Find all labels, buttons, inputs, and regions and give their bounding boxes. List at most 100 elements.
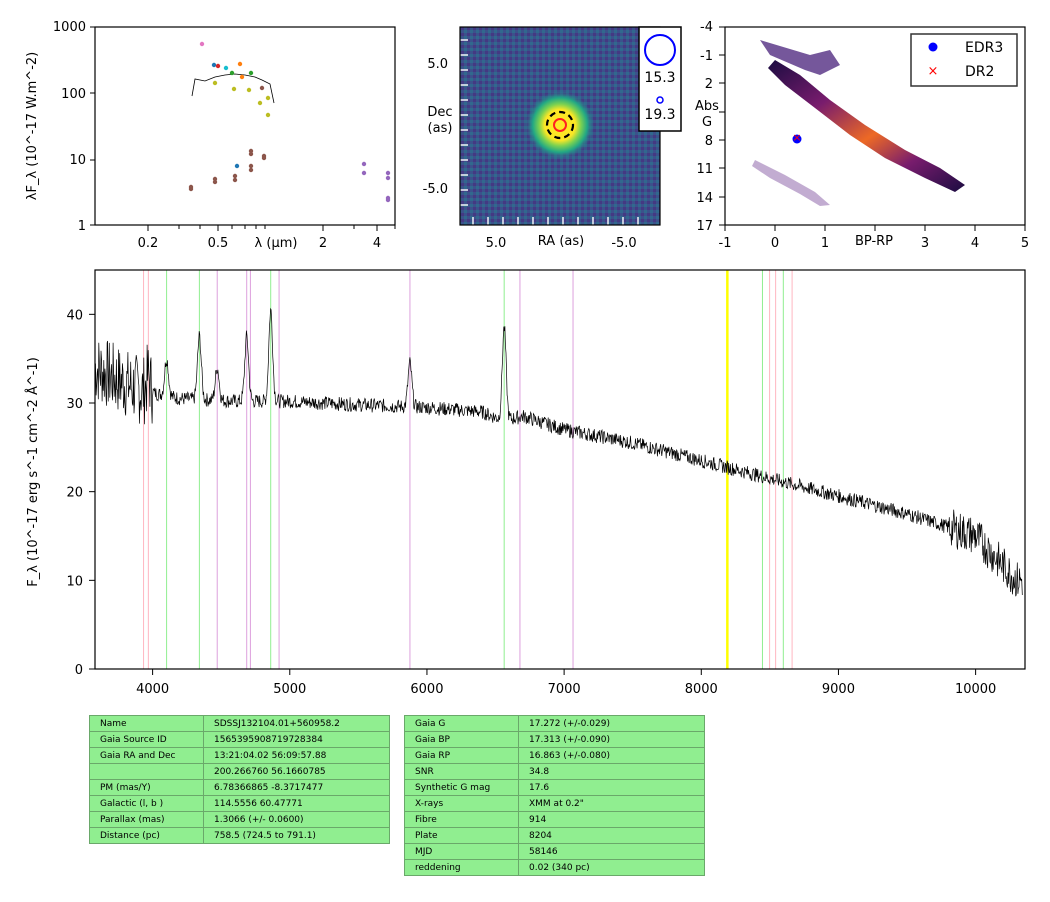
- cutout-y-label: (as): [428, 121, 453, 136]
- mag-faint-circle: [656, 96, 664, 104]
- legend-edr3-marker: [928, 42, 938, 52]
- table-row: Synthetic G mag 17.6: [404, 779, 705, 796]
- spectrum-ticks: 4000 5000 6000 7000 8000 9000 10000 0 10 20 30 40: [66, 308, 996, 697]
- mag-faint-label: 19.3: [644, 107, 675, 123]
- table-value-cell: 914: [518, 811, 705, 828]
- spectrum-x-tick-label: 10000: [955, 682, 996, 697]
- magnitude-legend: 15.3 19.3: [638, 26, 682, 132]
- table-row: X-rays XMM at 0.2": [404, 795, 705, 812]
- cmd-x-label: BP-RP: [855, 234, 893, 249]
- sed-spectrum-line: [191, 73, 275, 104]
- table-row: Gaia RP 16.863 (+/-0.080): [404, 747, 705, 764]
- info-table-left: Name SDSSJ132104.01+560958.2 Gaia Source I…: [89, 715, 390, 844]
- sed-x-axis-label: λ (μm): [255, 236, 298, 251]
- cmd-giant-branch: [760, 40, 840, 75]
- table-value-cell: 16.863 (+/-0.080): [518, 747, 705, 764]
- cmd-y-tick: 2: [705, 77, 713, 92]
- table-value-cell: 114.5556 60.47771: [203, 795, 390, 812]
- table-key-cell: Distance (pc): [89, 827, 204, 844]
- spectrum-x-tick-label: 8000: [685, 682, 718, 697]
- table-key-cell: Gaia RP: [404, 747, 519, 764]
- info-table-right: Gaia G 17.272 (+/-0.029) Gaia BP 17.313 (+/…: [404, 715, 705, 876]
- cutout-y-label: Dec: [427, 105, 452, 120]
- cutout-x-label: RA (as): [538, 234, 584, 249]
- table-row: Distance (pc) 758.5 (724.5 to 791.1): [89, 827, 390, 844]
- sed-y-tick-labels: 1000 100 10 1: [53, 20, 86, 234]
- table-row: SNR 34.8: [404, 763, 705, 780]
- spectrum-y-tick-label: 20: [66, 486, 83, 501]
- table-key-cell: Plate: [404, 827, 519, 844]
- table-value-cell: 1565395908719728384: [203, 731, 390, 748]
- table-row: Gaia G 17.272 (+/-0.029): [404, 715, 705, 732]
- table-key-cell: X-rays: [404, 795, 519, 812]
- legend-edr3-label: EDR3: [965, 40, 1003, 56]
- cmd-x-tick: 1: [821, 236, 829, 251]
- sed-x-tick-labels: 0.2 0.5 2 4: [138, 236, 381, 251]
- table-row: Galactic (l, b ) 114.5556 60.47771: [89, 795, 390, 812]
- cmd-x-tick: 3: [921, 236, 929, 251]
- cmd-y-tick: 14: [696, 191, 713, 206]
- table-row: Parallax (mas) 1.3066 (+/- 0.0600): [89, 811, 390, 828]
- cmd-y-label: Abs: [695, 99, 719, 114]
- table-value-cell: 17.272 (+/-0.029): [518, 715, 705, 732]
- image-cutout-panel: 15.3 19.3 5.0 -5.0 Dec (as) 5.0 RA (as) …: [423, 26, 682, 251]
- table-key-cell: Gaia RA and Dec: [89, 747, 204, 764]
- sed-x-tick: 0.2: [138, 236, 159, 251]
- spectrum-y-tick-label: 30: [66, 397, 83, 412]
- cutout-x-tick: -5.0: [611, 236, 636, 251]
- cmd-edr3-point: [792, 134, 802, 144]
- table-row: reddening 0.02 (340 pc): [404, 859, 705, 876]
- sed-y-tick: 10: [69, 153, 86, 168]
- table-row: Gaia BP 17.313 (+/-0.090): [404, 731, 705, 748]
- cmd-dr2-point: ×: [792, 131, 801, 144]
- table-value-cell: SDSSJ132104.01+560958.2: [203, 715, 390, 732]
- table-value-cell: 8204: [518, 827, 705, 844]
- position-marker: [553, 118, 567, 132]
- spectrum-x-tick-label: 5000: [273, 682, 306, 697]
- cmd-y-label: G: [702, 115, 712, 130]
- table-key-cell: [89, 763, 204, 780]
- table-value-cell: 200.266760 56.1660785: [203, 763, 390, 780]
- legend-dr2-marker: ×: [928, 64, 939, 79]
- spectrum-y-axis-label: F_λ (10^-17 erg s^-1 cm^-2 Å^-1): [25, 357, 41, 587]
- table-value-cell: 6.78366865 -8.3717477: [203, 779, 390, 796]
- spectrum-y-tick-label: 40: [66, 308, 83, 323]
- table-row: Name SDSSJ132104.01+560958.2: [89, 715, 390, 732]
- cmd-x-tick-labels: -1 0 1 3 4 5: [719, 236, 1030, 251]
- table-row: Fibre 914: [404, 811, 705, 828]
- cutout-x-tick: 5.0: [486, 236, 507, 251]
- cmd-y-tick: -4: [700, 20, 713, 35]
- mag-bright-label: 15.3: [644, 70, 675, 86]
- table-key-cell: Parallax (mas): [89, 811, 204, 828]
- table-value-cell: 17.6: [518, 779, 705, 796]
- table-key-cell: Gaia BP: [404, 731, 519, 748]
- legend-dr2-label: DR2: [965, 64, 994, 80]
- table-row: MJD 58146: [404, 843, 705, 860]
- cutout-y-tick: 5.0: [427, 57, 448, 72]
- mag-bright-circle: [644, 34, 676, 66]
- table-row: Plate 8204: [404, 827, 705, 844]
- sed-x-tick: 2: [319, 236, 327, 251]
- spectral-line-markers: [143, 270, 793, 669]
- sed-x-tick: 0.5: [208, 236, 229, 251]
- cmd-x-tick: 0: [771, 236, 779, 251]
- table-key-cell: PM (mas/Y): [89, 779, 204, 796]
- table-value-cell: 0.02 (340 pc): [518, 859, 705, 876]
- cmd-x-tick: -1: [719, 236, 732, 251]
- spectrum-plot: 4000 5000 6000 7000 8000 9000 10000 0 10 20 30 40 F…: [25, 269, 1026, 697]
- cmd-legend: EDR3 × DR2: [910, 33, 1018, 87]
- table-key-cell: Name: [89, 715, 204, 732]
- table-key-cell: SNR: [404, 763, 519, 780]
- cmd-ticks: [719, 26, 1026, 231]
- table-value-cell: 58146: [518, 843, 705, 860]
- table-value-cell: 1.3066 (+/- 0.0600): [203, 811, 390, 828]
- spectrum-trace: [94, 307, 1023, 597]
- spectrum-y-tick-label: 0: [75, 663, 83, 678]
- sed-photometry-points: [188, 41, 391, 203]
- table-value-cell: 17.313 (+/-0.090): [518, 731, 705, 748]
- spectrum-x-tick-label: 6000: [410, 682, 443, 697]
- cutout-ticks: [460, 39, 639, 225]
- cmd-x-tick: 4: [971, 236, 979, 251]
- table-value-cell: 34.8: [518, 763, 705, 780]
- sed-frame: [94, 26, 396, 226]
